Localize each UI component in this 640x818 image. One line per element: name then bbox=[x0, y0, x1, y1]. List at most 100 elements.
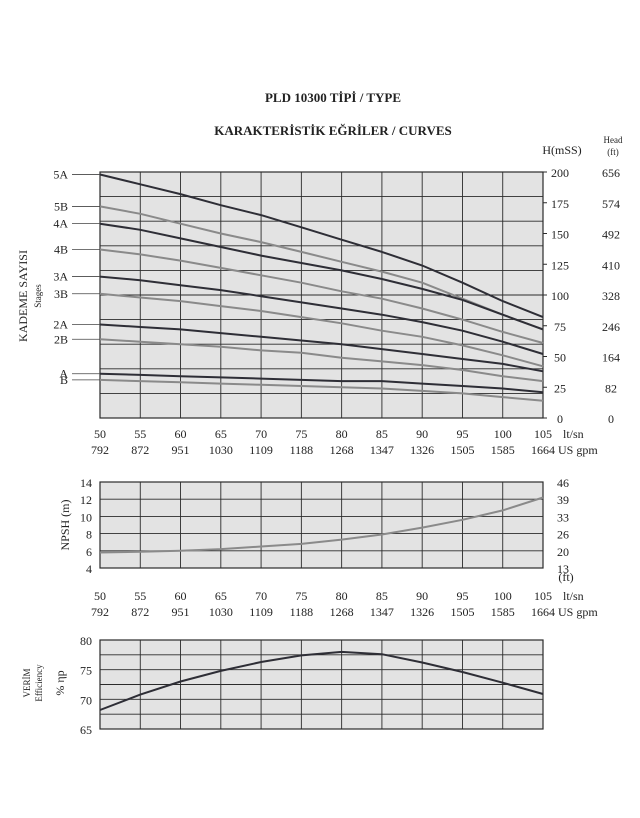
x-tick-label: 90 bbox=[416, 589, 428, 603]
x-tick-label-gpm: 1030 bbox=[209, 605, 233, 619]
eff-axis-title: % ηp bbox=[53, 670, 67, 695]
npsh-tick-ft: 46 bbox=[557, 476, 569, 490]
x-tick-label-gpm: 1188 bbox=[290, 443, 314, 457]
x-tick-label-gpm: 1347 bbox=[370, 605, 394, 619]
head-tick-ft: 410 bbox=[602, 258, 620, 272]
head-tick-ft: 164 bbox=[602, 351, 620, 365]
x-tick-label: 85 bbox=[376, 427, 388, 441]
head-curve-2a bbox=[99, 323, 544, 373]
x-tick-label-gpm: 1347 bbox=[370, 443, 394, 457]
x-tick-label: 105 bbox=[534, 589, 552, 603]
npsh-right-unit: (ft) bbox=[558, 570, 573, 584]
head-tick-ft: 328 bbox=[602, 289, 620, 303]
x-tick-label: 75 bbox=[295, 589, 307, 603]
head-tick-m: 125 bbox=[551, 258, 569, 272]
page-title: PLD 10300 TİPİ / TYPE bbox=[265, 90, 401, 105]
x-tick-label: 70 bbox=[255, 427, 267, 441]
head-tick-ft: 0 bbox=[608, 412, 614, 426]
stage-label-5b: 5B bbox=[54, 199, 68, 213]
x-tick-label-gpm: 1664 bbox=[531, 443, 555, 457]
stage-label-a: A bbox=[59, 367, 68, 381]
x-tick-label: 100 bbox=[494, 589, 512, 603]
npsh-tick-m: 8 bbox=[86, 528, 92, 542]
x-tick-label: 50 bbox=[94, 589, 106, 603]
npsh-tick-m: 12 bbox=[80, 493, 92, 507]
stage-label-5a: 5A bbox=[53, 167, 68, 181]
x-tick-label-gpm: 1109 bbox=[249, 605, 273, 619]
head-tick-m: 200 bbox=[551, 166, 569, 180]
x-tick-label: 95 bbox=[456, 589, 468, 603]
npsh-tick-ft: 26 bbox=[557, 528, 569, 542]
x-tick-label: 60 bbox=[175, 427, 187, 441]
eff-tick: 70 bbox=[80, 693, 92, 707]
stage-label-2a: 2A bbox=[53, 318, 68, 332]
x-tick-label: 65 bbox=[215, 427, 227, 441]
page-subtitle: KARAKTERİSTİK EĞRİLER / CURVES bbox=[214, 123, 452, 138]
npsh-tick-ft: 13 bbox=[557, 562, 569, 576]
eff-axis-title-en: Efficiency bbox=[34, 664, 44, 702]
x-tick-label: 75 bbox=[295, 427, 307, 441]
stage-label-2b: 2B bbox=[54, 332, 68, 346]
x-tick-label: 90 bbox=[416, 427, 428, 441]
head-tick-ft: 574 bbox=[602, 197, 620, 211]
x-unit2-label: US gpm bbox=[558, 443, 598, 457]
x-tick-label-gpm: 872 bbox=[131, 443, 149, 457]
eff-tick: 65 bbox=[80, 723, 92, 737]
x-tick-label: 65 bbox=[215, 589, 227, 603]
efficiency-curve bbox=[99, 650, 544, 711]
x-tick-label: 100 bbox=[494, 427, 512, 441]
npsh-plot-area bbox=[99, 481, 544, 569]
head-tick-ft: 656 bbox=[602, 166, 620, 180]
x-tick-label-gpm: 951 bbox=[172, 443, 190, 457]
x-tick-label: 55 bbox=[134, 427, 146, 441]
npsh-tick-m: 10 bbox=[80, 510, 92, 524]
x-tick-label: 105 bbox=[534, 427, 552, 441]
stage-label-4b: 4B bbox=[54, 242, 68, 256]
x-tick-label-gpm: 951 bbox=[172, 605, 190, 619]
x-tick-label-gpm: 1585 bbox=[491, 605, 515, 619]
x-tick-label-gpm: 1505 bbox=[450, 605, 474, 619]
head-tick-m: 50 bbox=[554, 351, 566, 365]
x-tick-label-gpm: 1664 bbox=[531, 605, 555, 619]
head-tick-m: 100 bbox=[551, 289, 569, 303]
eff-tick: 75 bbox=[80, 664, 92, 678]
x-tick-label: 85 bbox=[376, 589, 388, 603]
x-tick-label-gpm: 1188 bbox=[290, 605, 314, 619]
x-tick-label-gpm: 1268 bbox=[330, 605, 354, 619]
x-tick-label-gpm: 792 bbox=[91, 605, 109, 619]
head-curve-3a bbox=[99, 275, 544, 355]
x-tick-label-gpm: 1109 bbox=[249, 443, 273, 457]
x-tick-label-gpm: 1326 bbox=[410, 443, 434, 457]
head-axis-unit-ft: (ft) bbox=[607, 147, 619, 157]
x-tick-label-gpm: 1326 bbox=[410, 605, 434, 619]
x-tick-label: 80 bbox=[336, 589, 348, 603]
x-unit2-label: US gpm bbox=[558, 605, 598, 619]
stages-axis-title: KADEME SAYISI bbox=[16, 250, 30, 342]
head-tick-m: 75 bbox=[554, 320, 566, 334]
npsh-tick-m: 14 bbox=[80, 476, 92, 490]
head-curve-4a bbox=[99, 222, 544, 331]
npsh-tick-m: 4 bbox=[86, 562, 92, 576]
head-curve-5a bbox=[99, 173, 544, 319]
npsh-tick-m: 6 bbox=[86, 545, 92, 559]
x-tick-label: 50 bbox=[94, 427, 106, 441]
head-tick-m: 25 bbox=[554, 381, 566, 395]
stage-label-3b: 3B bbox=[54, 287, 68, 301]
head-curve-4b bbox=[99, 248, 544, 344]
x-tick-label: 70 bbox=[255, 589, 267, 603]
npsh-axis-title: NPSH (m) bbox=[58, 499, 72, 550]
stage-label-4a: 4A bbox=[53, 217, 68, 231]
head-curve-a bbox=[99, 372, 544, 394]
head-tick-ft: 492 bbox=[602, 228, 620, 242]
x-tick-label-gpm: 792 bbox=[91, 443, 109, 457]
x-tick-label: 60 bbox=[175, 589, 187, 603]
eff-axis-title-tr: VERİM bbox=[22, 669, 32, 698]
head-tick-m: 175 bbox=[551, 197, 569, 211]
npsh-tick-ft: 33 bbox=[557, 510, 569, 524]
x-tick-label-gpm: 1030 bbox=[209, 443, 233, 457]
head-axis-title-m: H(mSS) bbox=[542, 143, 581, 157]
head-axis-title-ft: Head bbox=[604, 135, 623, 145]
head-tick-m: 0 bbox=[557, 412, 563, 426]
head-curve-b bbox=[99, 378, 544, 402]
